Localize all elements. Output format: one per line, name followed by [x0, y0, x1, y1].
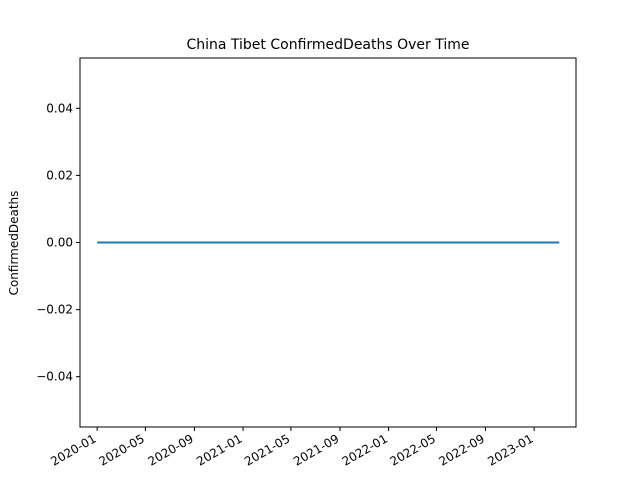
y-axis-label: ConfirmedDeaths — [7, 191, 21, 296]
y-tick-label: 0.04 — [46, 101, 73, 115]
chart-title: China Tibet ConfirmedDeaths Over Time — [186, 37, 469, 53]
y-tick-label: 0.00 — [46, 236, 73, 250]
y-tick-label: 0.02 — [46, 168, 73, 182]
y-tick-label: −0.02 — [36, 303, 73, 317]
y-tick-label: −0.04 — [36, 370, 73, 384]
plot-frame — [79, 57, 577, 428]
